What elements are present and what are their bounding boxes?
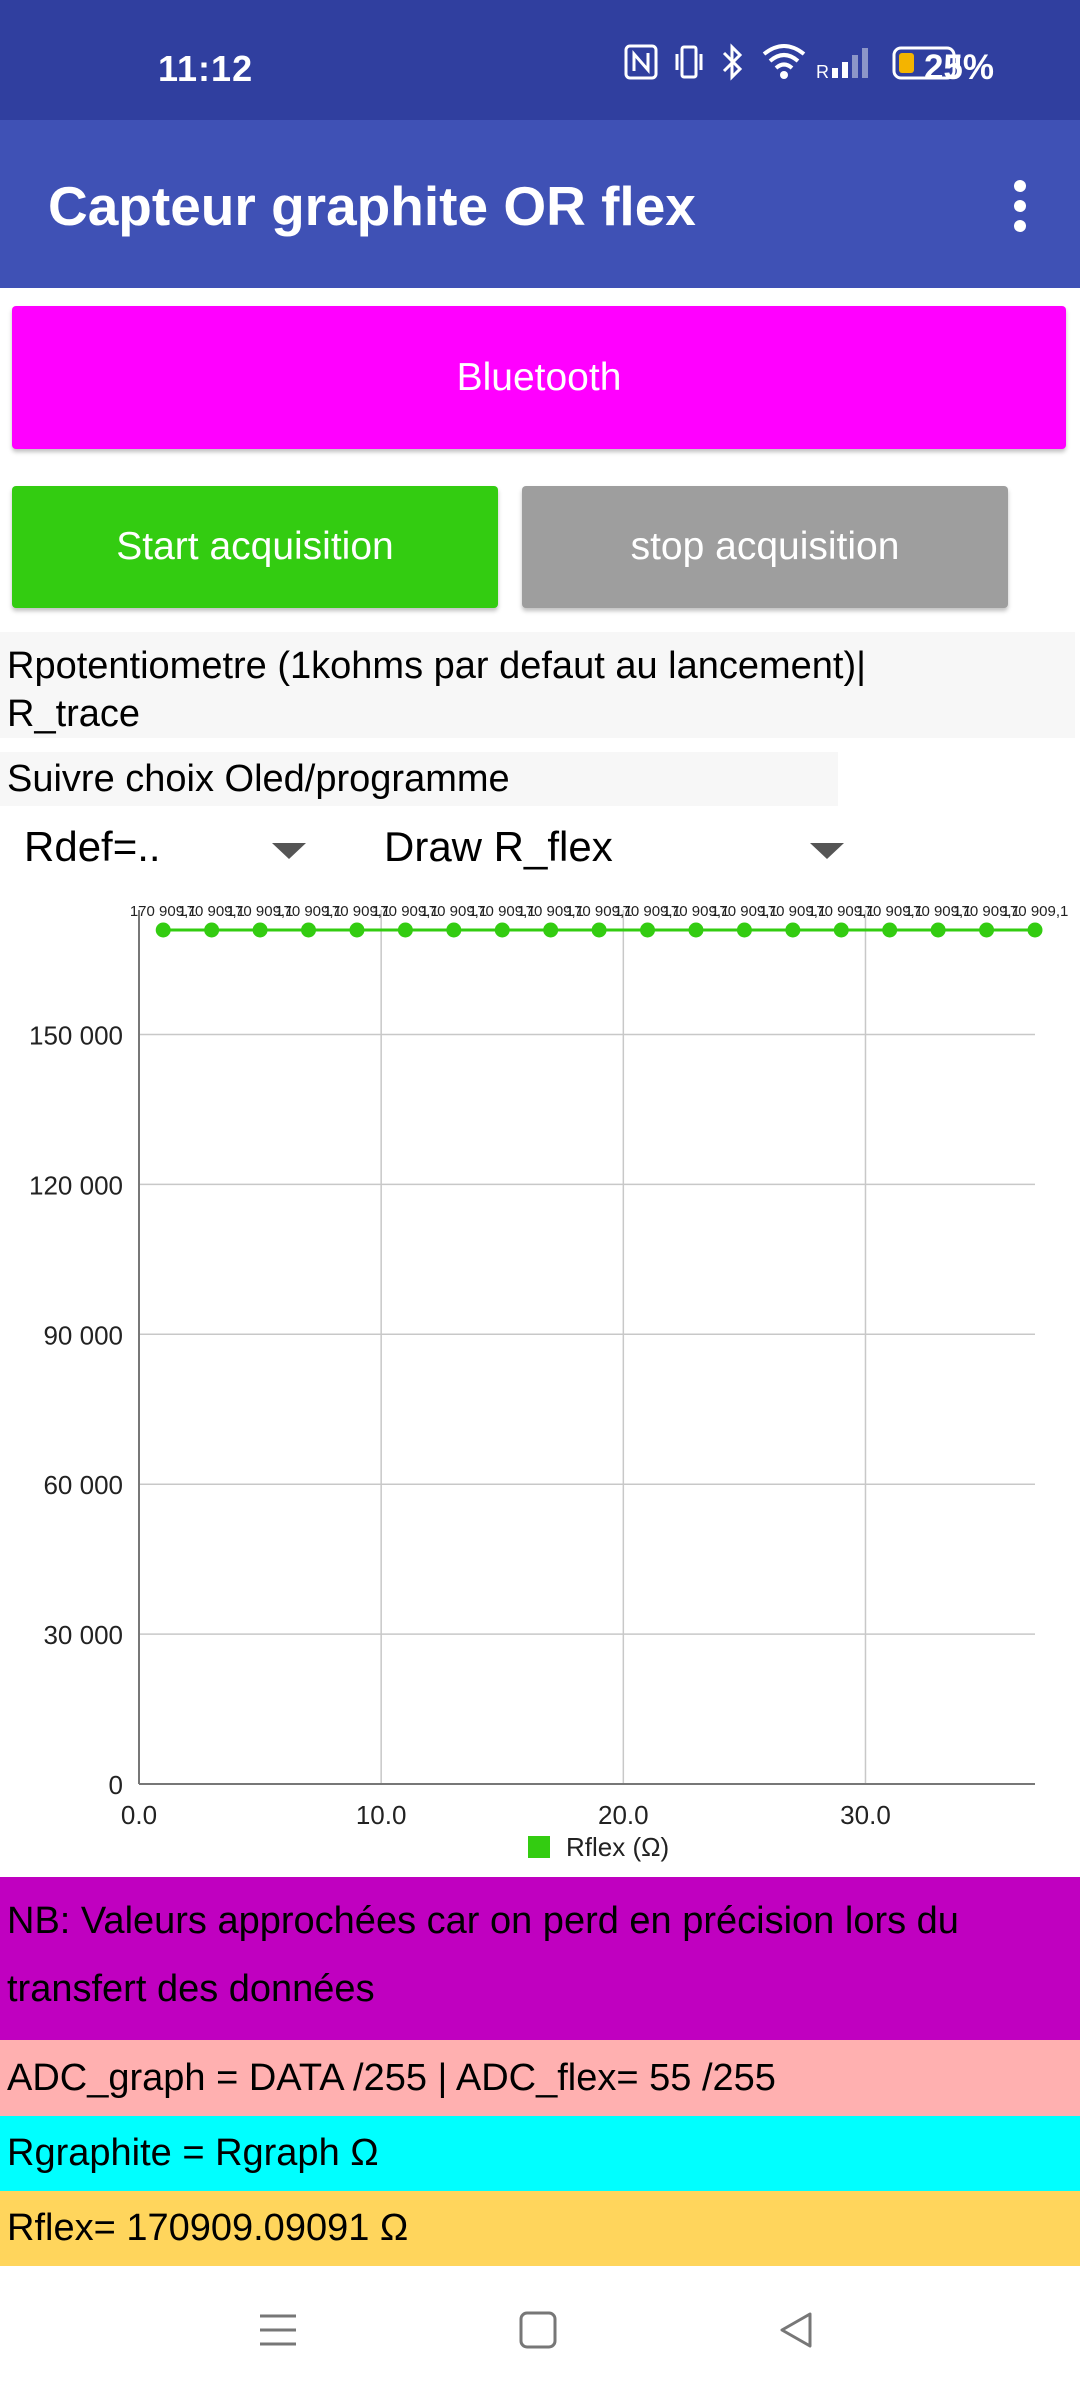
- bluetooth-button[interactable]: Bluetooth: [12, 306, 1066, 449]
- status-bar: 11:12 R 25%: [0, 0, 1080, 120]
- y-tick-label: 60 000: [43, 1470, 123, 1500]
- battery-percent: 25%: [923, 48, 994, 87]
- data-point: [494, 922, 510, 938]
- rpotentiometre-field[interactable]: Rpotentiometre (1kohms par defaut au lan…: [0, 632, 1075, 738]
- stop-acquisition-button[interactable]: stop acquisition: [522, 486, 1008, 608]
- app-bar: Capteur graphite OR flex: [0, 120, 1080, 288]
- nfc-icon: [624, 44, 658, 80]
- data-label: 170 909,1: [759, 903, 826, 920]
- y-tick-label: 0: [109, 1770, 123, 1800]
- data-point: [155, 922, 171, 938]
- legend-label: Rflex (Ω): [566, 1832, 669, 1862]
- data-label: 170 909,1: [227, 903, 294, 920]
- svg-text:R: R: [816, 62, 829, 80]
- data-point: [204, 922, 220, 938]
- data-point: [301, 922, 317, 938]
- navigation-bar: [0, 2266, 1080, 2400]
- rdef-spinner-value: Rdef=..: [24, 823, 161, 870]
- overflow-menu-icon[interactable]: [1010, 180, 1030, 232]
- dropdown-arrow-icon: [810, 843, 844, 859]
- start-acquisition-button[interactable]: Start acquisition: [12, 486, 498, 608]
- data-label: 170 909,1: [711, 903, 778, 920]
- x-tick-label: 20.0: [598, 1800, 649, 1830]
- rdef-spinner[interactable]: Rdef=..: [24, 812, 324, 882]
- y-tick-label: 120 000: [29, 1170, 123, 1200]
- legend-swatch: [528, 1836, 550, 1858]
- y-tick-label: 150 000: [29, 1020, 123, 1050]
- data-label: 170 909,1: [808, 903, 875, 920]
- rgraphite-band: Rgraphite = Rgraph Ω: [0, 2116, 1080, 2191]
- x-tick-label: 10.0: [356, 1800, 407, 1830]
- data-label: 170 909,1: [372, 903, 439, 920]
- x-tick-label: 0.0: [121, 1800, 157, 1830]
- data-label: 170 909,1: [324, 903, 391, 920]
- y-tick-label: 90 000: [43, 1320, 123, 1350]
- data-label: 170 909,1: [517, 903, 584, 920]
- dropdown-arrow-icon: [272, 843, 306, 859]
- bluetooth-icon: [722, 43, 743, 81]
- data-point: [882, 922, 898, 938]
- back-nav-icon[interactable]: [776, 2310, 816, 2350]
- x-tick-label: 30.0: [840, 1800, 891, 1830]
- draw-spinner-value: Draw R_flex: [384, 823, 613, 870]
- menu-nav-icon[interactable]: [258, 2310, 298, 2350]
- home-nav-icon[interactable]: [518, 2310, 558, 2350]
- data-label: 170 909,1: [614, 903, 681, 920]
- data-label: 170 909,1: [1002, 903, 1069, 920]
- data-point: [1027, 922, 1043, 938]
- data-label: 170 909,1: [178, 903, 245, 920]
- data-point: [591, 922, 607, 938]
- status-time: 11:12: [158, 48, 254, 89]
- data-point: [252, 922, 268, 938]
- status-icons: R 25%: [560, 40, 1080, 90]
- data-point: [736, 922, 752, 938]
- data-label: 170 909,1: [469, 903, 536, 920]
- wifi-icon: [762, 44, 806, 79]
- data-label: 170 909,1: [663, 903, 730, 920]
- data-point: [446, 922, 462, 938]
- data-point: [979, 922, 995, 938]
- data-point: [640, 922, 656, 938]
- y-tick-label: 30 000: [43, 1620, 123, 1650]
- adc-band: ADC_graph = DATA /255 | ADC_flex= 55 /25…: [0, 2040, 1080, 2116]
- data-point: [785, 922, 801, 938]
- data-label: 170 909,1: [953, 903, 1020, 920]
- draw-spinner[interactable]: Draw R_flex: [384, 812, 854, 882]
- suivre-choix-field[interactable]: Suivre choix Oled/programme: [0, 752, 838, 806]
- data-label: 170 909,1: [856, 903, 923, 920]
- data-point: [833, 922, 849, 938]
- data-point: [688, 922, 704, 938]
- data-label: 170 909,1: [420, 903, 487, 920]
- data-point: [543, 922, 559, 938]
- chart-svg: 0 30 000 60 000 90 000 120 000 150 000 0.0 10.0…: [29, 903, 1069, 1862]
- data-label: 170 909,1: [130, 903, 197, 920]
- battery-icon: [892, 46, 960, 80]
- signal-icon: R: [816, 48, 868, 80]
- rpot-line-2: R_trace: [7, 693, 141, 735]
- data-label: 170 909,1: [566, 903, 633, 920]
- data-point: [349, 922, 365, 938]
- data-label: 170 909,1: [905, 903, 972, 920]
- vibrate-icon: [675, 45, 703, 79]
- data-point: [397, 922, 413, 938]
- rflex-chart[interactable]: 0 30 000 60 000 90 000 120 000 150 000 0.0 10.0…: [0, 888, 1080, 1868]
- data-label: 170 909,1: [275, 903, 342, 920]
- note-band: NB: Valeurs approchées car on perd en pr…: [0, 1877, 1080, 2040]
- data-point: [930, 922, 946, 938]
- rpot-line-1: Rpotentiometre (1kohms par defaut au lan…: [7, 645, 866, 687]
- rflex-band: Rflex= 170909.09091 Ω: [0, 2191, 1080, 2266]
- app-title: Capteur graphite OR flex: [48, 175, 696, 237]
